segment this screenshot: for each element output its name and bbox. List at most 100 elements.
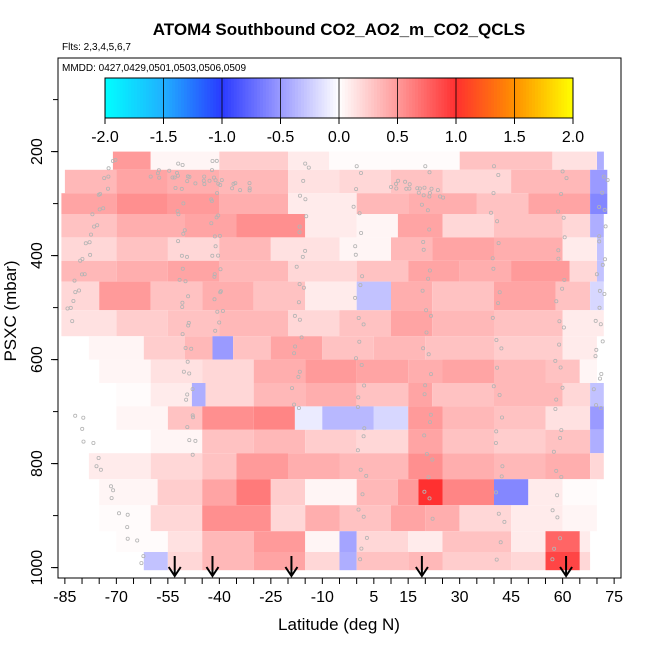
heatmap-cell: [442, 479, 494, 506]
sample-point: [217, 233, 222, 238]
sample-point: [301, 178, 306, 183]
sample-point: [179, 186, 184, 191]
colorbar-swatch: [216, 78, 220, 118]
sample-point: [427, 268, 432, 273]
sample-point: [593, 318, 598, 323]
sample-point: [358, 283, 363, 288]
sample-point: [96, 192, 101, 197]
heatmap-cell: [150, 281, 203, 311]
sample-point: [247, 188, 252, 193]
sample-point: [427, 496, 432, 501]
heatmap-cell: [150, 383, 192, 407]
heatmap-cell: [528, 193, 591, 214]
sample-point: [176, 239, 181, 244]
heatmap-cell: [339, 453, 409, 480]
heatmap-cell: [61, 310, 117, 337]
heatmap-cell: [494, 429, 546, 454]
sample-point: [496, 172, 501, 177]
colorbar-swatch: [145, 78, 150, 118]
sample-point: [359, 362, 364, 367]
sample-point: [360, 274, 365, 279]
sample-point: [211, 175, 216, 180]
sample-point: [491, 384, 496, 389]
sample-point: [396, 178, 401, 183]
colorbar-swatch: [131, 78, 135, 118]
sample-point: [417, 186, 422, 191]
colorbar-swatch: [119, 78, 123, 118]
sample-point: [393, 181, 398, 186]
heatmap-cell: [545, 429, 591, 454]
sample-point: [490, 315, 495, 320]
colorbar-swatch: [426, 78, 431, 118]
colorbar-swatch: [543, 78, 548, 118]
sample-point: [554, 468, 559, 473]
heatmap-cell: [99, 479, 158, 506]
colorbar-swatch: [321, 78, 325, 118]
sample-point: [216, 181, 221, 186]
sample-point: [96, 455, 101, 460]
heatmap-cell: [305, 383, 357, 407]
sample-point: [553, 358, 558, 363]
heatmap-cell: [305, 281, 357, 311]
heatmap-cell: [116, 169, 168, 194]
colorbar-swatch: [128, 78, 132, 118]
colorbar-swatch: [239, 78, 243, 118]
x-axis: -85 -70 -55 -40 -25 -10 5 15 30 45 60 75: [53, 578, 623, 606]
colorbar-swatch: [222, 78, 226, 118]
sample-point: [496, 241, 501, 246]
arrow-head: [415, 566, 429, 578]
sample-point: [209, 221, 214, 226]
colorbar-swatch: [230, 78, 235, 118]
colorbar-swatch: [227, 78, 232, 118]
heatmap-cell: [442, 359, 494, 383]
sample-point: [424, 330, 429, 335]
colorbar-swatch: [245, 78, 249, 118]
colorbar-swatch: [420, 78, 425, 118]
sample-point: [354, 187, 359, 192]
sample-point: [491, 266, 496, 271]
sample-point: [598, 322, 603, 327]
sample-point: [170, 175, 175, 180]
sample-point: [597, 204, 602, 209]
sample-point: [556, 248, 561, 253]
sample-point: [247, 186, 252, 191]
sample-point: [361, 434, 366, 439]
heatmap-cell: [236, 214, 306, 238]
heatmap-cell: [356, 359, 409, 383]
sample-point: [427, 227, 432, 232]
y-axis-label: PSXC (mbar): [1, 260, 20, 361]
heatmap-cell: [219, 237, 271, 261]
colorbar-swatch: [330, 78, 334, 118]
heatmap-cell: [288, 453, 340, 480]
heatmap-cell: [476, 193, 529, 214]
sample-point: [564, 176, 569, 181]
sample-point: [559, 191, 564, 196]
colorbar-swatch: [157, 78, 161, 118]
sample-point: [358, 467, 363, 472]
colorbar-swatch: [356, 78, 360, 118]
heatmap-cell: [322, 406, 374, 430]
heatmap-cell: [425, 336, 494, 360]
sample-point: [394, 186, 399, 191]
heatmap-cell: [150, 453, 203, 480]
heatmap-cell: [202, 406, 254, 430]
sample-point: [424, 451, 429, 456]
colorbar-swatch: [283, 78, 287, 118]
heatmap-cell: [397, 479, 419, 506]
x-axis-label: Latitude (deg N): [278, 615, 400, 634]
sample-point: [598, 376, 603, 381]
heatmap-cell: [528, 479, 563, 506]
sample-point: [106, 186, 111, 191]
sample-point: [293, 344, 298, 349]
colorbar-swatch: [476, 78, 480, 118]
heatmap-cell: [545, 406, 591, 430]
colorbar-swatch: [409, 78, 413, 118]
sample-point: [497, 290, 502, 295]
colorbar-swatch: [134, 78, 138, 118]
heatmap-cell: [408, 429, 443, 454]
colorbar-swatch: [532, 78, 536, 118]
colorbar-swatch: [268, 78, 273, 118]
colorbar-swatch: [236, 78, 240, 118]
sample-point: [106, 174, 111, 179]
heatmap-cell: [494, 479, 529, 506]
